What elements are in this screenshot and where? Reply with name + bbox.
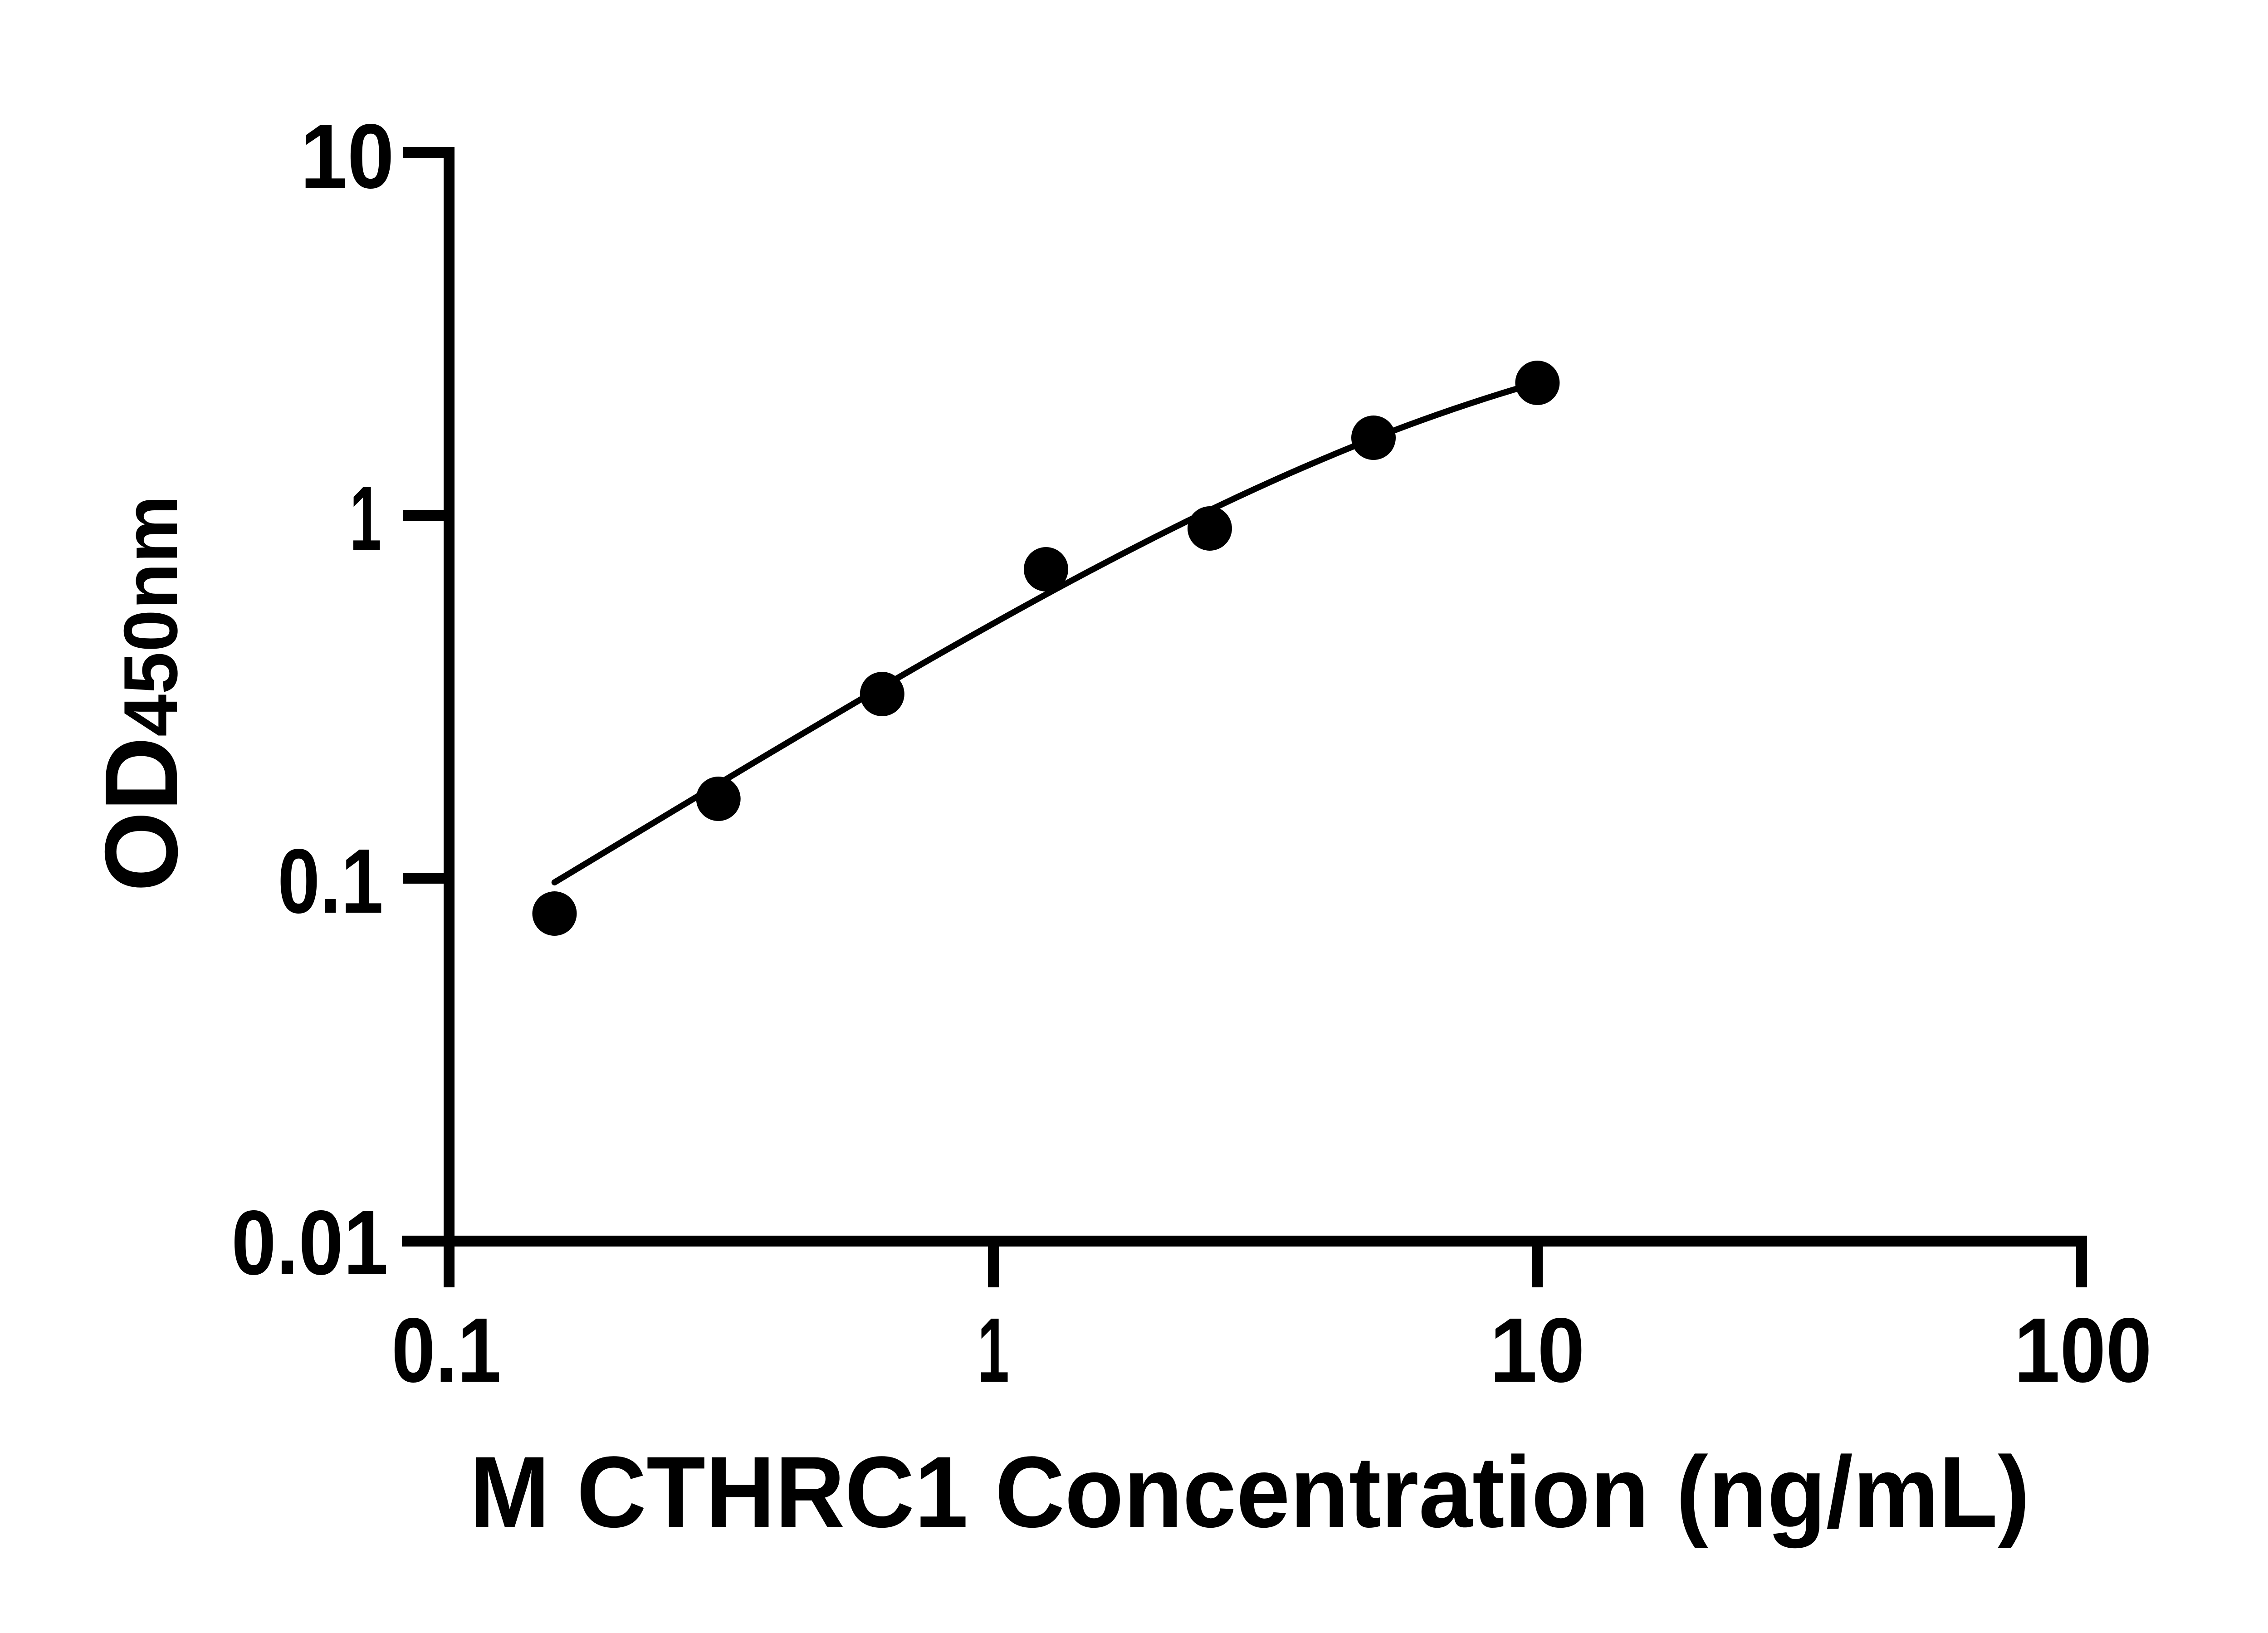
svg-text:1: 1	[350, 467, 381, 569]
svg-text:1: 1	[978, 1299, 1009, 1401]
svg-text:OD450nm: OD450nm	[84, 495, 199, 892]
svg-text:10: 10	[300, 105, 394, 207]
svg-text:10: 10	[1490, 1299, 1585, 1401]
svg-text:0.1: 0.1	[391, 1299, 501, 1401]
svg-text:M CTHRC1 Concentration (ng/mL): M CTHRC1 Concentration (ng/mL)	[469, 1436, 2030, 1549]
svg-text:0.1: 0.1	[278, 830, 383, 932]
svg-text:0.01: 0.01	[231, 1191, 388, 1294]
svg-text:100: 100	[2014, 1299, 2152, 1401]
